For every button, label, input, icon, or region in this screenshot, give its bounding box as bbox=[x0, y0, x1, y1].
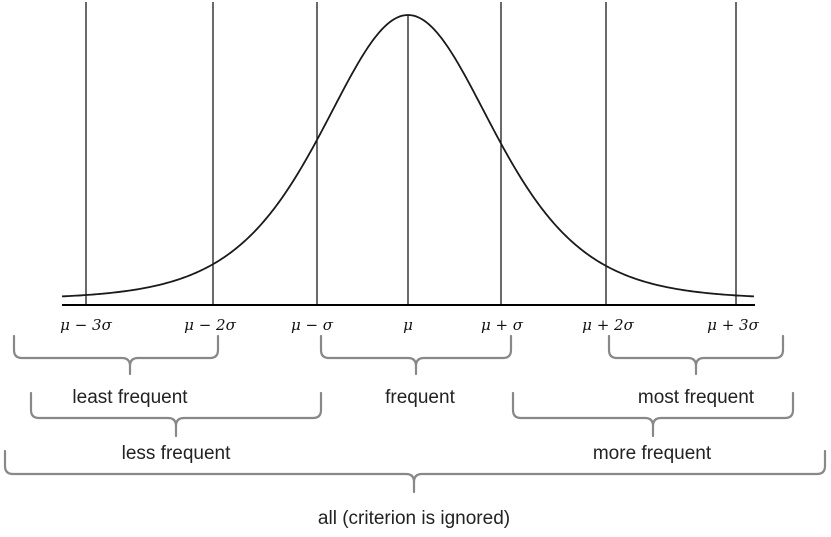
brace-less-frequent bbox=[29, 391, 323, 438]
axis-label-mu-plus-3sigma: μ + 3σ bbox=[707, 316, 759, 334]
axis-label-mu-plus-sigma: μ + σ bbox=[481, 316, 524, 334]
label-less-frequent: less frequent bbox=[122, 443, 232, 464]
bell-curve bbox=[61, 14, 755, 298]
axis-label-mu-minus-sigma: μ − σ bbox=[291, 316, 334, 334]
brace-most-frequent bbox=[607, 334, 785, 376]
brace-frequent bbox=[319, 334, 513, 376]
label-all: all (criterion is ignored) bbox=[318, 508, 510, 529]
brace-more-frequent bbox=[511, 391, 795, 438]
label-least-frequent: least frequent bbox=[72, 387, 188, 408]
label-more-frequent: more frequent bbox=[593, 443, 712, 464]
axis-label-mu: μ bbox=[403, 316, 413, 334]
axis-label-mu-minus-2sigma: μ − 2σ bbox=[184, 316, 236, 334]
label-frequent: frequent bbox=[385, 387, 455, 408]
label-most-frequent: most frequent bbox=[638, 387, 755, 408]
axis-label-mu-plus-2sigma: μ + 2σ bbox=[582, 316, 634, 334]
brace-least-frequent bbox=[12, 334, 220, 376]
brace-all bbox=[3, 449, 827, 494]
axis-label-mu-minus-3sigma: μ − 3σ bbox=[60, 316, 112, 334]
